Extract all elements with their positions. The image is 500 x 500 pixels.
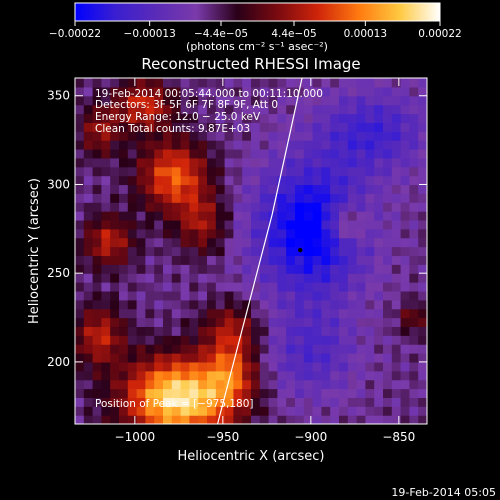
annotation-detectors: Detectors: 3F 5F 6F 7F 8F 9F, Att 0: [95, 99, 278, 111]
colorbar: [74, 2, 441, 22]
colorbar-units-label: (photons cm⁻² s⁻¹ asec⁻²): [186, 40, 328, 53]
peak-marker: [298, 247, 303, 253]
chart-title: Reconstructed RHESSI Image: [141, 55, 360, 73]
colorbar-tick-label: 0.00013: [344, 28, 387, 40]
y-tick-label: 300: [47, 177, 70, 191]
colorbar-ticks: −0.00022 −0.00013 −4.4e−05 4.4e−05 0.00013 0.…: [49, 21, 462, 40]
x-tick-label: −1000: [115, 430, 156, 444]
footer-timestamp: 19-Feb-2014 05:05: [391, 486, 496, 499]
x-tick-label: −850: [382, 430, 415, 444]
y-tick-label: 350: [47, 89, 70, 103]
colorbar-tick-label: −0.00022: [49, 28, 101, 40]
y-axis-label: Heliocentric Y (arcsec): [27, 178, 42, 324]
colorbar-tick-label: −4.4e−05: [194, 28, 248, 40]
axis-ticks: −1000 −950 −900 −850 200 250 300 350: [47, 78, 427, 444]
colorbar-tick-label: 0.00022: [418, 28, 461, 40]
annotation-block: 19-Feb-2014 00:05:44.000 to 00:11:10.000…: [95, 88, 323, 135]
x-axis-label: Heliocentric X (arcsec): [178, 449, 325, 464]
x-tick-label: −950: [206, 430, 239, 444]
annotation-counts: Clean Total counts: 9.87E+03: [95, 123, 250, 135]
y-tick-label: 250: [47, 266, 70, 280]
annotation-energy-range: Energy Range: 12.0 − 25.0 keV: [95, 111, 261, 123]
x-tick-label: −900: [294, 430, 327, 444]
plot-frame: [74, 77, 428, 425]
peak-position-label: Position of Peak = [−975,180]: [95, 398, 254, 410]
colorbar-tick-label: −0.00013: [124, 28, 176, 40]
solar-limb-line: [216, 78, 303, 424]
heatmap-image: [75, 78, 427, 424]
y-tick-label: 200: [47, 355, 70, 369]
colorbar-tick-label: 4.4e−05: [271, 28, 316, 40]
annotation-time-range: 19-Feb-2014 00:05:44.000 to 00:11:10.000: [95, 88, 323, 100]
